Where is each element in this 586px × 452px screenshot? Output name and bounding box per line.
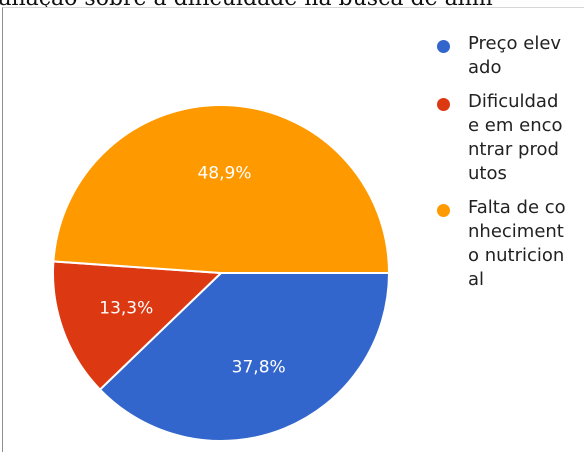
legend-marker: [437, 204, 450, 217]
pie-slice-label-2: 48,9%: [197, 163, 251, 183]
chart-legend: Preço elevado Dificuldade em encontrar p…: [435, 32, 585, 302]
pie-slice-label-1: 13,3%: [99, 298, 153, 318]
legend-item-falta-conhecimento: Falta de conhecimento nutricional: [435, 196, 585, 292]
pie-slice-1: [52, 260, 224, 391]
chart-title-fragment: valiação sobre a dificuldade na busca de…: [0, 0, 586, 12]
legend-marker: [437, 40, 450, 53]
legend-marker: [437, 98, 450, 111]
legend-item-dificuldade: Dificuldade em encontrar produtos: [435, 90, 585, 186]
pie-slice-label-0: 37,8%: [232, 357, 286, 377]
legend-label: Preço elevado: [468, 33, 562, 78]
chart-card: 37,8% 13,3% 48,9% Preço elevado Dificuldad…: [2, 7, 584, 452]
legend-label: Dificuldade em encontrar produtos: [468, 91, 563, 184]
pie-slice-2: [52, 104, 391, 274]
legend-item-preco-elevado: Preço elevado: [435, 32, 585, 80]
legend-label: Falta de conhecimento nutricional: [468, 197, 566, 290]
pie-slice-0: [98, 272, 391, 442]
pie-chart: 37,8% 13,3% 48,9%: [52, 104, 391, 442]
